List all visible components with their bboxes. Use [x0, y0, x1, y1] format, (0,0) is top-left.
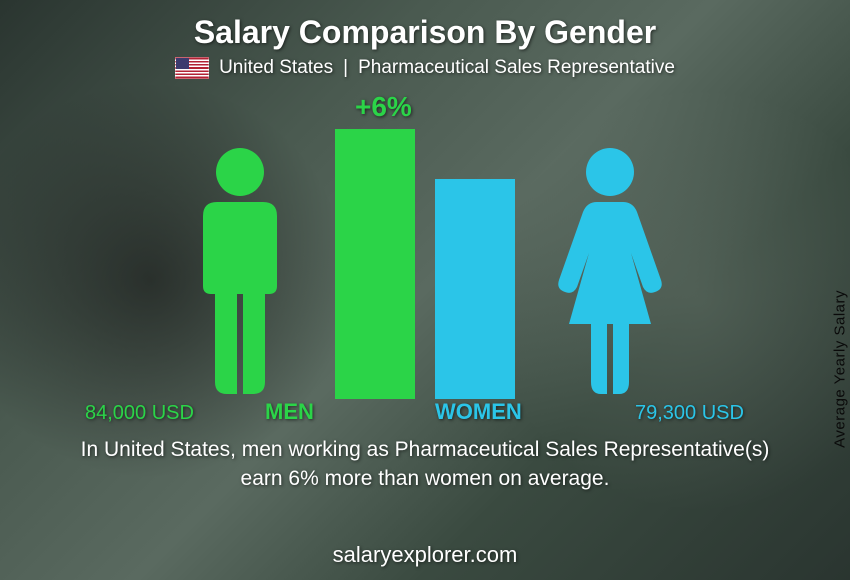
chart-area: +6% 84,000 USD MEN WOMEN 79,300 USD — [65, 99, 785, 429]
male-icon — [175, 144, 305, 399]
footer-link: salaryexplorer.com — [0, 542, 850, 568]
men-bar — [335, 129, 415, 399]
subtitle-row: United States | Pharmaceutical Sales Rep… — [0, 57, 850, 79]
separator: | — [343, 57, 348, 79]
women-bar — [435, 179, 515, 399]
job-title-label: Pharmaceutical Sales Representative — [358, 57, 675, 79]
us-flag-icon — [175, 57, 209, 79]
men-bar-label: MEN — [265, 399, 314, 425]
y-axis-label: Average Yearly Salary — [832, 290, 849, 448]
description-text: In United States, men working as Pharmac… — [60, 435, 790, 494]
difference-label: +6% — [355, 91, 412, 123]
men-salary-label: 84,000 USD — [85, 402, 194, 425]
women-salary-label: 79,300 USD — [635, 402, 744, 425]
female-icon — [545, 144, 675, 399]
country-label: United States — [219, 57, 333, 79]
women-bar-label: WOMEN — [435, 399, 522, 425]
page-title: Salary Comparison By Gender — [0, 0, 850, 51]
